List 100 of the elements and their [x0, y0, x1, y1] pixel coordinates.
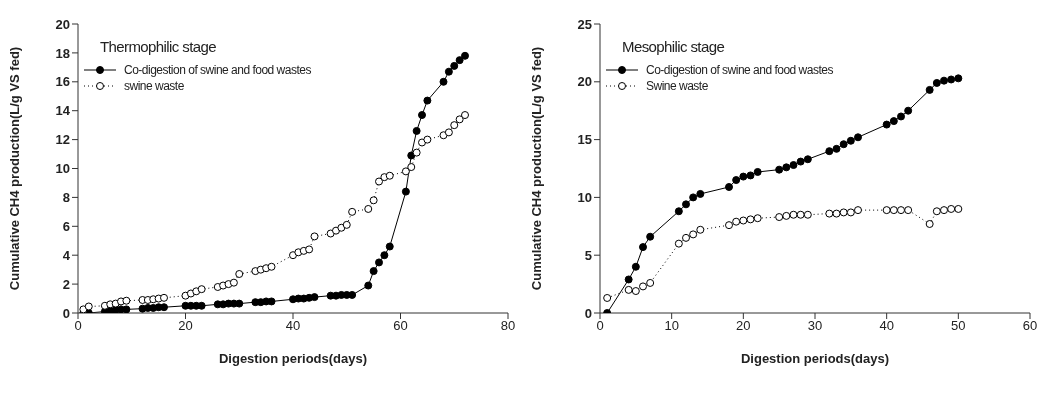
point: [954, 204, 963, 213]
point: [947, 204, 956, 213]
point: [725, 183, 733, 191]
legend-label: Co-digestion of swine and food wastes: [124, 62, 311, 78]
point: [444, 67, 453, 76]
point: [897, 112, 905, 121]
point: [160, 303, 168, 312]
y-tick-label: 10: [577, 190, 592, 206]
point: [461, 111, 469, 120]
y-tick-label: 14: [55, 103, 71, 119]
y-tick-label: 10: [55, 161, 70, 177]
point: [418, 111, 426, 120]
point: [412, 148, 421, 157]
y-tick-label: 6: [62, 218, 70, 234]
point: [947, 75, 956, 84]
x-tick-label: 60: [1022, 318, 1038, 334]
point: [624, 275, 633, 284]
point: [904, 106, 913, 115]
point: [122, 296, 131, 305]
x-tick-label: 20: [736, 318, 751, 334]
point: [854, 206, 862, 215]
text: Thermophilic stage: [100, 38, 216, 55]
point: [423, 96, 432, 105]
text: Mesophilic stage: [622, 38, 725, 55]
point: [646, 232, 655, 241]
point: [882, 206, 891, 215]
point: [746, 215, 755, 224]
y-tick-label: 12: [55, 132, 70, 148]
y-axis-title: Cumulative CH4 production(L/g VS fed): [528, 46, 544, 291]
point: [197, 285, 206, 294]
point: [854, 133, 862, 142]
x-tick-label: 10: [664, 318, 679, 334]
x-axis-title: Digestion periods(days): [740, 351, 890, 366]
x-axis-title: Digestion periods(days): [218, 351, 368, 366]
point: [689, 193, 698, 202]
point: [846, 136, 855, 145]
point: [839, 208, 848, 217]
point: [696, 189, 705, 198]
point: [348, 207, 357, 216]
point: [796, 157, 805, 166]
point: [775, 213, 784, 222]
point: [229, 278, 238, 287]
point: [674, 207, 683, 216]
point: [782, 211, 791, 220]
point: [375, 177, 383, 186]
point: [689, 230, 698, 239]
point: [385, 171, 394, 180]
y-tick-label: 4: [62, 247, 71, 263]
point: [235, 269, 244, 278]
point: [439, 77, 448, 86]
point: [369, 267, 378, 276]
point: [401, 187, 410, 196]
point: [753, 214, 762, 223]
point: [342, 220, 351, 229]
point: [461, 51, 469, 60]
point: [674, 239, 683, 248]
point: [364, 281, 373, 290]
y-tick-label: 2: [62, 276, 70, 292]
y-tick-label: 15: [577, 132, 592, 148]
point: [310, 293, 319, 302]
y-tick-label: 18: [55, 45, 70, 61]
point: [789, 210, 798, 219]
point: [310, 232, 319, 241]
point: [904, 206, 913, 215]
y-tick-label: 25: [577, 16, 592, 32]
point: [889, 206, 898, 215]
point: [732, 176, 741, 185]
point: [631, 287, 640, 296]
point: [401, 167, 410, 176]
point: [846, 208, 855, 217]
point: [940, 206, 948, 215]
point: [603, 293, 612, 302]
point: [696, 225, 705, 234]
y-tick-label: 0: [62, 305, 70, 321]
point: [832, 144, 841, 153]
point: [746, 171, 755, 180]
point: [450, 121, 459, 130]
y-tick-label: 5: [584, 247, 592, 263]
point: [725, 221, 733, 230]
y-tick-label: 8: [62, 190, 70, 206]
point: [305, 245, 314, 254]
point: [832, 209, 841, 218]
point: [940, 76, 948, 85]
point: [825, 209, 834, 218]
point: [375, 258, 383, 267]
point: [803, 155, 812, 164]
point: [639, 282, 647, 291]
point: [235, 299, 244, 308]
x-tick-label: 60: [393, 318, 408, 334]
point: [954, 74, 963, 83]
point: [925, 85, 934, 94]
point: [348, 290, 357, 299]
y-tick-label: 0: [584, 305, 592, 321]
x-tick-label: 40: [285, 318, 301, 334]
point: [624, 285, 633, 294]
point: [380, 251, 389, 260]
y-tick-label: 20: [577, 74, 592, 90]
legend-label: Swine waste: [646, 78, 708, 94]
y-tick-label: 16: [55, 74, 70, 90]
point: [84, 302, 93, 311]
